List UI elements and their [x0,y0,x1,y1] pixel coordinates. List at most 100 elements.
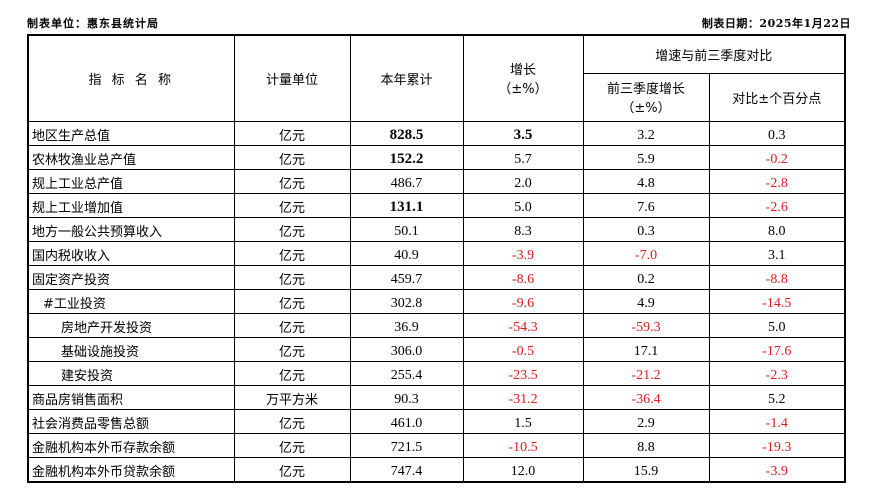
indicator-name: 建安投资 [27,360,235,386]
ytd-value: 40.9 [349,240,464,266]
header-ytd: 本年累计 [349,34,464,122]
header-prev-growth: 前三季度增长 （±%） [582,72,710,122]
diff-value: -8.8 [708,264,846,290]
growth-value: -23.5 [462,360,584,386]
diff-value: -2.3 [708,360,846,386]
diff-value: 5.0 [708,312,846,338]
ytd-value: 152.2 [349,144,464,170]
ytd-value: 131.1 [349,192,464,218]
ytd-value: 461.0 [349,408,464,434]
prev-growth-value: -36.4 [582,384,710,410]
diff-value: -1.4 [708,408,846,434]
prev-growth-value: -7.0 [582,240,710,266]
growth-value: -31.2 [462,384,584,410]
ytd-value: 721.5 [349,432,464,458]
table-row: 规上工业增加值 亿元 131.1 5.0 7.6 -2.6 [27,192,846,218]
diff-value: 0.3 [708,120,846,146]
unit-cell: 亿元 [233,144,351,170]
diff-value: -17.6 [708,336,846,362]
unit-cell: 亿元 [233,288,351,314]
indicator-name: 商品房销售面积 [27,384,235,410]
indicator-name: 基础设施投资 [27,336,235,362]
ytd-value: 302.8 [349,288,464,314]
prev-growth-value: 2.9 [582,408,710,434]
header-diff: 对比±个百分点 [708,72,846,122]
prev-growth-value: 8.8 [582,432,710,458]
prev-growth-value: 0.2 [582,264,710,290]
ytd-value: 50.1 [349,216,464,242]
table-row: 金融机构本外币贷款余额 亿元 747.4 12.0 15.9 -3.9 [27,456,846,483]
prev-growth-value: 17.1 [582,336,710,362]
growth-value: -0.5 [462,336,584,362]
table-row: 地区生产总值 亿元 828.5 3.5 3.2 0.3 [27,120,846,146]
unit-cell: 亿元 [233,336,351,362]
diff-value: -0.2 [708,144,846,170]
ytd-value: 747.4 [349,456,464,483]
indicator-name: 农林牧渔业总产值 [27,144,235,170]
indicator-name: 地区生产总值 [27,120,235,146]
prev-growth-value: 3.2 [582,120,710,146]
growth-value: -9.6 [462,288,584,314]
diff-value: -2.6 [708,192,846,218]
indicator-name: 金融机构本外币存款余额 [27,432,235,458]
unit-cell: 亿元 [233,360,351,386]
table-row: 房地产开发投资 亿元 36.9 -54.3 -59.3 5.0 [27,312,846,338]
ytd-value: 828.5 [349,120,464,146]
indicator-name: 社会消费品零售总额 [27,408,235,434]
header-growth-line2: （±%） [498,82,548,98]
growth-value: 5.7 [462,144,584,170]
indicator-name: 国内税收收入 [27,240,235,266]
table-row: 商品房销售面积 万平方米 90.3 -31.2 -36.4 5.2 [27,384,846,410]
diff-value: -2.8 [708,168,846,194]
unit-cell: 亿元 [233,264,351,290]
unit-cell: 亿元 [233,216,351,242]
unit-cell: 亿元 [233,120,351,146]
header-indicator: 指 标 名 称 [27,34,235,122]
unit-cell: 亿元 [233,408,351,434]
prev-growth-value: -21.2 [582,360,710,386]
diff-value: -19.3 [708,432,846,458]
table-row: 基础设施投资 亿元 306.0 -0.5 17.1 -17.6 [27,336,846,362]
table-row: 地方一般公共预算收入 亿元 50.1 8.3 0.3 8.0 [27,216,846,242]
diff-value: -14.5 [708,288,846,314]
indicator-name: #工业投资 [27,288,235,314]
diff-value: 8.0 [708,216,846,242]
diff-value: 3.1 [708,240,846,266]
ytd-value: 90.3 [349,384,464,410]
ytd-value: 486.7 [349,168,464,194]
indicator-name: 规上工业总产值 [27,168,235,194]
table-row: 农林牧渔业总产值 亿元 152.2 5.7 5.9 -0.2 [27,144,846,170]
prev-growth-value: 4.8 [582,168,710,194]
prev-growth-value: 15.9 [582,456,710,483]
header-growth: 增长 （±%） [462,34,584,122]
growth-value: 5.0 [462,192,584,218]
growth-value: 1.5 [462,408,584,434]
growth-value: 8.3 [462,216,584,242]
table-row: 规上工业总产值 亿元 486.7 2.0 4.8 -2.8 [27,168,846,194]
header-prev-line1: 前三季度增长 [606,82,685,97]
unit-cell: 亿元 [233,168,351,194]
compile-date: 制表日期：2025年1月22日 [701,17,851,30]
unit-cell: 万平方米 [233,384,351,410]
header-growth-line1: 增长 [509,63,536,79]
table-row: 社会消费品零售总额 亿元 461.0 1.5 2.9 -1.4 [27,408,846,434]
growth-value: -8.6 [462,264,584,290]
prev-growth-value: 0.3 [582,216,710,242]
indicator-name: 固定资产投资 [27,264,235,290]
indicator-name: 房地产开发投资 [27,312,235,338]
table-row: 固定资产投资 亿元 459.7 -8.6 0.2 -8.8 [27,264,846,290]
diff-value: 5.2 [708,384,846,410]
unit-cell: 亿元 [233,240,351,266]
growth-value: 12.0 [462,456,584,483]
ytd-value: 459.7 [349,264,464,290]
indicator-name: 地方一般公共预算收入 [27,216,235,242]
ytd-value: 306.0 [349,336,464,362]
unit-cell: 亿元 [233,432,351,458]
header-unit: 计量单位 [233,34,351,122]
table-row: 金融机构本外币存款余额 亿元 721.5 -10.5 8.8 -19.3 [27,432,846,458]
unit-cell: 亿元 [233,456,351,483]
ytd-value: 36.9 [349,312,464,338]
growth-value: -54.3 [462,312,584,338]
growth-value: 3.5 [462,120,584,146]
prev-growth-value: 4.9 [582,288,710,314]
